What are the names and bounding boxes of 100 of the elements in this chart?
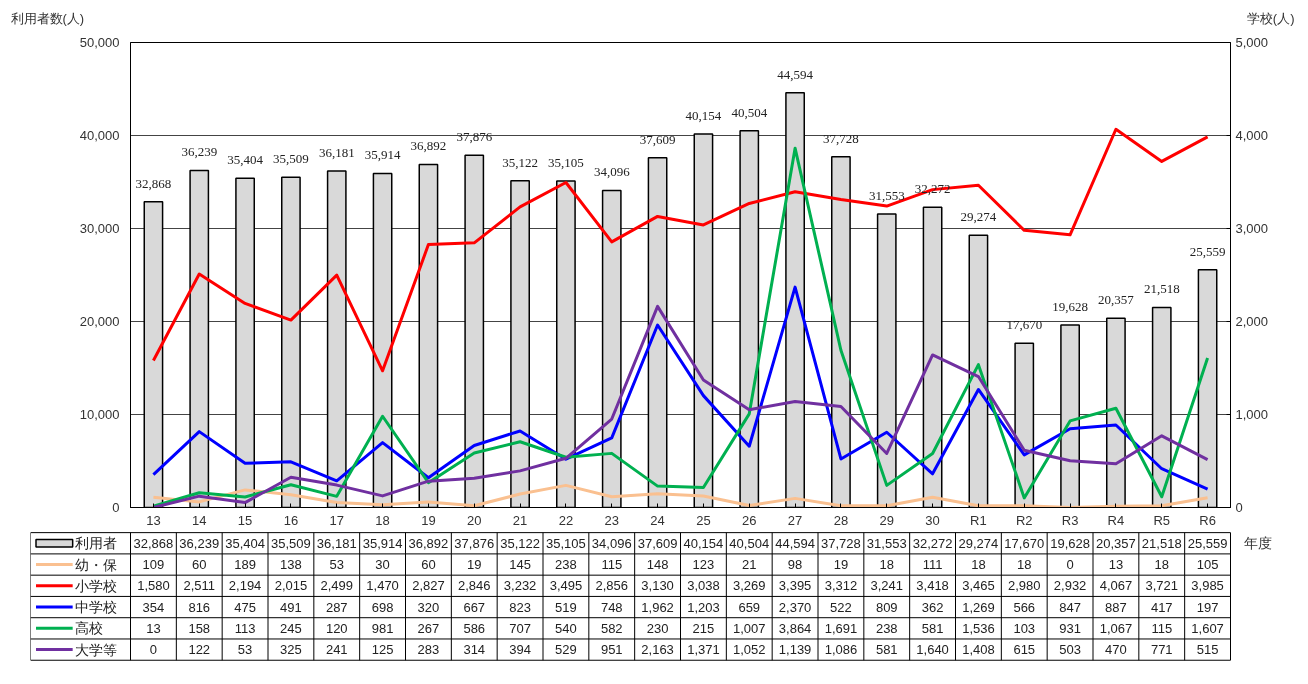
data-label: 40,504 xyxy=(729,535,770,551)
legend-label: 大学等 xyxy=(75,641,118,658)
data-label: 809 xyxy=(875,599,898,615)
data-label: 417 xyxy=(1150,599,1173,615)
x-tick-label: 23 xyxy=(604,512,619,528)
data-label: 60 xyxy=(421,557,436,573)
y-tick-label: 40,000 xyxy=(79,128,120,143)
data-label: 325 xyxy=(280,642,302,658)
data-label: 29,274 xyxy=(958,535,999,551)
data-label: 3,864 xyxy=(778,620,812,636)
data-label: 60 xyxy=(192,557,207,573)
data-label: 475 xyxy=(234,599,256,615)
x-tick-label: 14 xyxy=(192,512,207,528)
data-label: 36,239 xyxy=(179,535,220,551)
data-label: 148 xyxy=(646,557,669,573)
data-label: 503 xyxy=(1059,642,1081,658)
data-label: 362 xyxy=(921,599,944,615)
data-label: 1,691 xyxy=(824,620,858,636)
data-label: 4,067 xyxy=(1099,578,1133,594)
text: 36,892 xyxy=(410,138,447,154)
text: 25,559 xyxy=(1189,243,1226,259)
legend-label: 高校 xyxy=(75,620,104,637)
data-label: 2,846 xyxy=(457,578,491,594)
x-tick-label: 15 xyxy=(237,512,253,528)
data-label: 3,395 xyxy=(778,578,812,594)
data-label: 3,495 xyxy=(549,578,583,594)
x-tick-label: 26 xyxy=(742,512,757,528)
data-label: 3,269 xyxy=(732,578,766,594)
text: 40,154 xyxy=(685,108,722,124)
x-tick-label: 17 xyxy=(329,512,344,528)
x-tick-label: 28 xyxy=(833,512,849,528)
text: 37,609 xyxy=(639,131,676,147)
data-label: 19 xyxy=(467,557,482,573)
x-tick-label: 16 xyxy=(283,512,299,528)
data-label: 566 xyxy=(1013,599,1036,615)
data-label: 53 xyxy=(237,642,253,658)
text: 36,239 xyxy=(181,144,218,160)
data-label: 241 xyxy=(325,642,348,658)
data-label: 1,269 xyxy=(962,599,995,615)
data-label: 158 xyxy=(188,620,211,636)
data-label: 197 xyxy=(1196,599,1219,615)
text: 17,670 xyxy=(1006,317,1043,333)
data-label: 3,130 xyxy=(641,578,674,594)
data-label: 18 xyxy=(1154,557,1169,573)
data-label: 35,404 xyxy=(225,535,265,551)
data-label: 586 xyxy=(463,620,486,636)
x-tick-label: 19 xyxy=(421,512,436,528)
data-label: 931 xyxy=(1059,620,1081,636)
data-label: 2,511 xyxy=(183,578,216,594)
data-label: 19,628 xyxy=(1050,535,1090,551)
line-series xyxy=(151,304,1210,508)
data-label: 18 xyxy=(971,557,986,573)
data-label: 2,827 xyxy=(412,578,445,594)
data-label: 36,892 xyxy=(408,535,449,551)
data-label: 120 xyxy=(325,620,348,636)
data-label: 36,181 xyxy=(316,535,357,551)
data-label: 2,932 xyxy=(1053,578,1087,594)
y2-tick-label: 2,000 xyxy=(1235,314,1269,329)
data-label: 0 xyxy=(149,642,158,658)
data-label: 491 xyxy=(280,599,302,615)
data-label: 25,559 xyxy=(1187,535,1228,551)
data-label: 287 xyxy=(325,599,348,615)
y2-axis-title: 学校(人) xyxy=(1246,11,1295,26)
data-label: 1,408 xyxy=(962,642,995,658)
data-label: 320 xyxy=(417,599,440,615)
data-label: 34,096 xyxy=(591,535,632,551)
y2-tick-label: 0 xyxy=(1235,500,1243,515)
x-tick-label: 18 xyxy=(375,512,390,528)
data-label: 771 xyxy=(1150,642,1173,658)
y2-tick-label: 5,000 xyxy=(1235,35,1269,50)
data-label: 13 xyxy=(1108,557,1124,573)
x-tick-label: R3 xyxy=(1061,512,1079,528)
data-label: 37,609 xyxy=(637,535,678,551)
data-label: 21,518 xyxy=(1141,535,1182,551)
data-label: 470 xyxy=(1105,642,1127,658)
data-label: 37,728 xyxy=(821,535,861,551)
data-label: 138 xyxy=(280,557,302,573)
data-label: 3,312 xyxy=(824,578,858,594)
data-label: 667 xyxy=(463,599,486,615)
text: 21,518 xyxy=(1143,281,1180,297)
data-label: 1,962 xyxy=(641,599,674,615)
data-label: 267 xyxy=(417,620,440,636)
data-label: 522 xyxy=(830,599,852,615)
data-label: 515 xyxy=(1196,642,1219,658)
text: 20,357 xyxy=(1098,292,1134,308)
y-tick-label: 20,000 xyxy=(79,314,120,329)
text: 36,181 xyxy=(318,145,355,161)
data-label: 615 xyxy=(1013,642,1036,658)
data-label: 1,203 xyxy=(687,599,720,615)
data-label: 3,232 xyxy=(503,578,537,594)
x-tick-label: R6 xyxy=(1199,512,1216,528)
data-label: 1,052 xyxy=(732,642,766,658)
data-label: 245 xyxy=(280,620,302,636)
data-label: 238 xyxy=(555,557,577,573)
data-label: 314 xyxy=(463,642,486,658)
y-tick-label: 30,000 xyxy=(79,221,120,236)
data-label: 1,640 xyxy=(916,642,949,658)
data-label: 238 xyxy=(875,620,898,636)
data-label: 13 xyxy=(146,620,161,636)
x-tick-label: R5 xyxy=(1153,512,1171,528)
